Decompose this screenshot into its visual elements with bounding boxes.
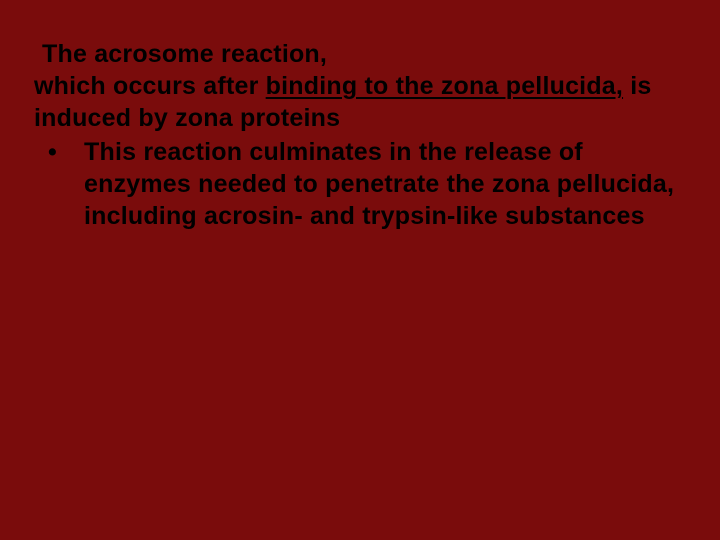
- title-block-2: which occurs after binding to the zona p…: [34, 70, 678, 134]
- title-line-1: The acrosome reaction,: [42, 38, 678, 70]
- title-pre-underline: which occurs after: [34, 72, 266, 100]
- slide-container: The acrosome reaction, which occurs afte…: [0, 0, 720, 540]
- bullet-marker-icon: •: [42, 136, 84, 168]
- slide-content: The acrosome reaction, which occurs afte…: [42, 38, 678, 232]
- title-underlined: binding to the zona pellucida,: [266, 72, 623, 100]
- bullet-text: This reaction culminates in the release …: [84, 136, 678, 232]
- bullet-item: • This reaction culminates in the releas…: [42, 136, 678, 232]
